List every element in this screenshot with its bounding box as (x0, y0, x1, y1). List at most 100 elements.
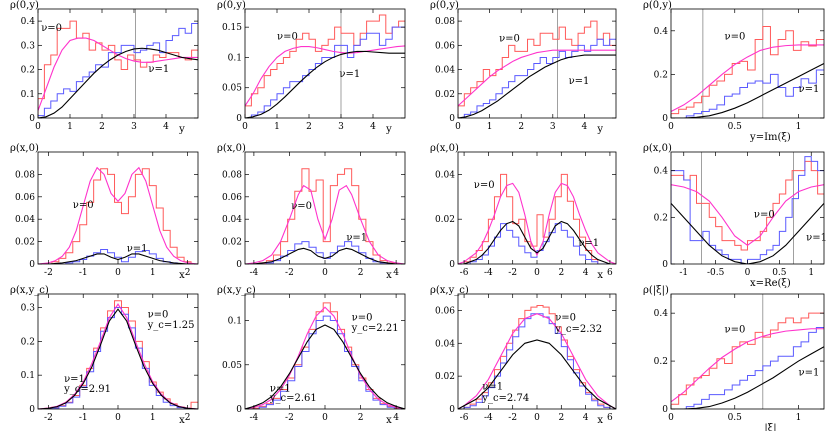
x-tick-label: 1 (67, 122, 73, 132)
histogram-nu1 (671, 327, 824, 409)
y-tick-label: 0.4 (654, 167, 669, 177)
x-tick-label: 0 (35, 122, 41, 132)
x-tick-label: 2 (558, 268, 564, 278)
curve-nu0 (671, 184, 824, 247)
y-tick-label: 0 (236, 114, 242, 124)
x-tick-label: 3 (550, 122, 556, 132)
series-annotation: ν=0 (499, 34, 520, 45)
x-tick-label: 2 (358, 413, 364, 423)
curve-nu0 (38, 37, 198, 111)
x-axis-label: y (178, 124, 185, 135)
plot-area (245, 302, 405, 409)
histogram-nu1 (38, 23, 198, 118)
y-tick-label: 0.4 (654, 309, 669, 319)
x-tick-label: 1 (796, 122, 802, 132)
x-tick-label: 1 (808, 268, 814, 278)
x-axis-label: x (179, 270, 185, 281)
x-tick-label: 2 (99, 122, 105, 132)
series-annotation: y_c=2.21 (351, 323, 399, 334)
series-annotation: y_c=2.74 (481, 393, 529, 404)
x-tick-label: 4 (393, 268, 399, 278)
y-tick-label: 0.08 (222, 170, 242, 180)
y-tick-label: 0.1 (21, 90, 35, 100)
y-tick-label: 0.04 (435, 170, 455, 180)
histogram-nu0 (671, 312, 824, 409)
y-tick-label: 0.05 (222, 361, 242, 371)
curve-nu0 (671, 328, 824, 403)
y-axis-label: ρ(0,y) (217, 0, 246, 11)
x-axis-label: x (179, 415, 185, 426)
series-annotation: ν=1 (799, 367, 820, 378)
series-annotation: ν=1 (799, 84, 820, 95)
chart-panel-10: -4 -2 0 2 4 0 0.05 0.1 ρ(x,y_c)x ν=0y_c=2.21 ν=1y_… (217, 285, 406, 426)
y-tick-label: 0.02 (15, 238, 35, 248)
y-tick-label: 0.06 (435, 306, 455, 316)
x-tick-label: 0 (322, 413, 328, 423)
x-axis-label: x=Re(ξ) (750, 278, 791, 289)
curve-nu0 (671, 44, 824, 112)
x-tick-label: -4 (249, 268, 258, 278)
chart-panel-9: -2 -1 0 1 2 0 0.1 0.2 0.3 ρ(x,y_c)x ν=0y_c=1.25 ν=1… (10, 285, 199, 426)
plot-frame (670, 8, 825, 119)
y-axis-label: ρ(0,y) (430, 0, 459, 11)
histogram-nu1 (458, 38, 616, 118)
curve-nu1 (458, 54, 616, 118)
y-tick-label: 0.3 (21, 304, 36, 314)
x-tick-label: 4 (583, 268, 589, 278)
x-axis-label: x (386, 415, 392, 426)
curve-nu0 (245, 184, 405, 264)
y-tick-label: 0.06 (222, 193, 242, 203)
x-axis-label: y=Im(ξ) (749, 132, 791, 143)
curve-nu0 (458, 313, 616, 409)
x-axis-label: x (386, 270, 392, 281)
x-tick-label: -4 (484, 413, 493, 423)
x-tick-label: 4 (163, 122, 169, 132)
x-tick-label: -1 (79, 413, 88, 423)
y-tick-label: 0.1 (21, 371, 35, 381)
y-tick-label: 0.04 (222, 215, 242, 225)
x-tick-label: 0.5 (728, 122, 743, 132)
chart-panel-8: -1 -0.5 0 0.5 1 0 0.2 0.4 ρ(x,0) x=Re(ξ) ν=0 ν=1 (643, 143, 827, 289)
series-annotation: ν=0 (41, 23, 62, 34)
chart-panel-3: 0 1 2 3 4 0 0.02 0.04 0.06 0.08 ρ(0,y) y ν=0 ν=1 (430, 0, 617, 135)
curve-nu1 (38, 253, 198, 264)
histogram-nu1 (671, 69, 824, 118)
x-tick-label: 2 (518, 122, 524, 132)
series-annotation: ν=0 (352, 313, 373, 324)
x-tick-label: -2 (285, 413, 294, 423)
plot-area (458, 9, 616, 118)
x-tick-label: 0 (534, 413, 540, 423)
x-tick-label: 1 (150, 413, 156, 423)
x-tick-label: 2 (185, 413, 191, 423)
x-tick-label: 3 (338, 122, 344, 132)
curve-nu0 (245, 45, 405, 107)
y-tick-label: 0.04 (15, 215, 35, 225)
plot-area (245, 9, 405, 118)
y-tick-label: 0.15 (222, 23, 242, 33)
y-tick-label: 0 (236, 260, 242, 270)
x-tick-label: 6 (607, 413, 613, 423)
chart-panel-12: 0 0.5 1 0 0.2 0.4 ρ(|ξ|) |ξ| ν=0 ν=1 (643, 285, 825, 431)
y-axis-label: ρ(0,y) (10, 0, 39, 11)
x-tick-label: -2 (285, 268, 294, 278)
series-annotation: ν=0 (291, 201, 312, 212)
curve-nu1 (458, 220, 616, 264)
series-annotation: y_c=2.61 (269, 393, 317, 404)
plot-area (458, 305, 616, 409)
y-tick-label: 0.08 (15, 170, 35, 180)
x-tick-label: 4 (370, 122, 376, 132)
series-annotation: ν=1 (339, 69, 360, 80)
chart-panel-6: -4 -2 0 2 4 0 0.02 0.04 0.06 0.08 ρ(x,0) x ν=0 ν=1 (217, 143, 406, 281)
curve-nu1 (38, 47, 198, 118)
x-tick-label: 0 (115, 268, 121, 278)
plot-frame (244, 8, 406, 119)
curve-nu0 (458, 49, 616, 107)
curve-nu1 (671, 63, 824, 118)
series-annotation: ν=0 (725, 324, 746, 335)
y-tick-label: 0 (449, 405, 455, 415)
y-tick-label: 0 (236, 405, 242, 415)
x-tick-label: 3 (131, 122, 137, 132)
series-annotation: ν=0 (148, 310, 169, 321)
y-tick-label: 0.08 (435, 17, 455, 27)
x-tick-label: 1 (274, 122, 280, 132)
